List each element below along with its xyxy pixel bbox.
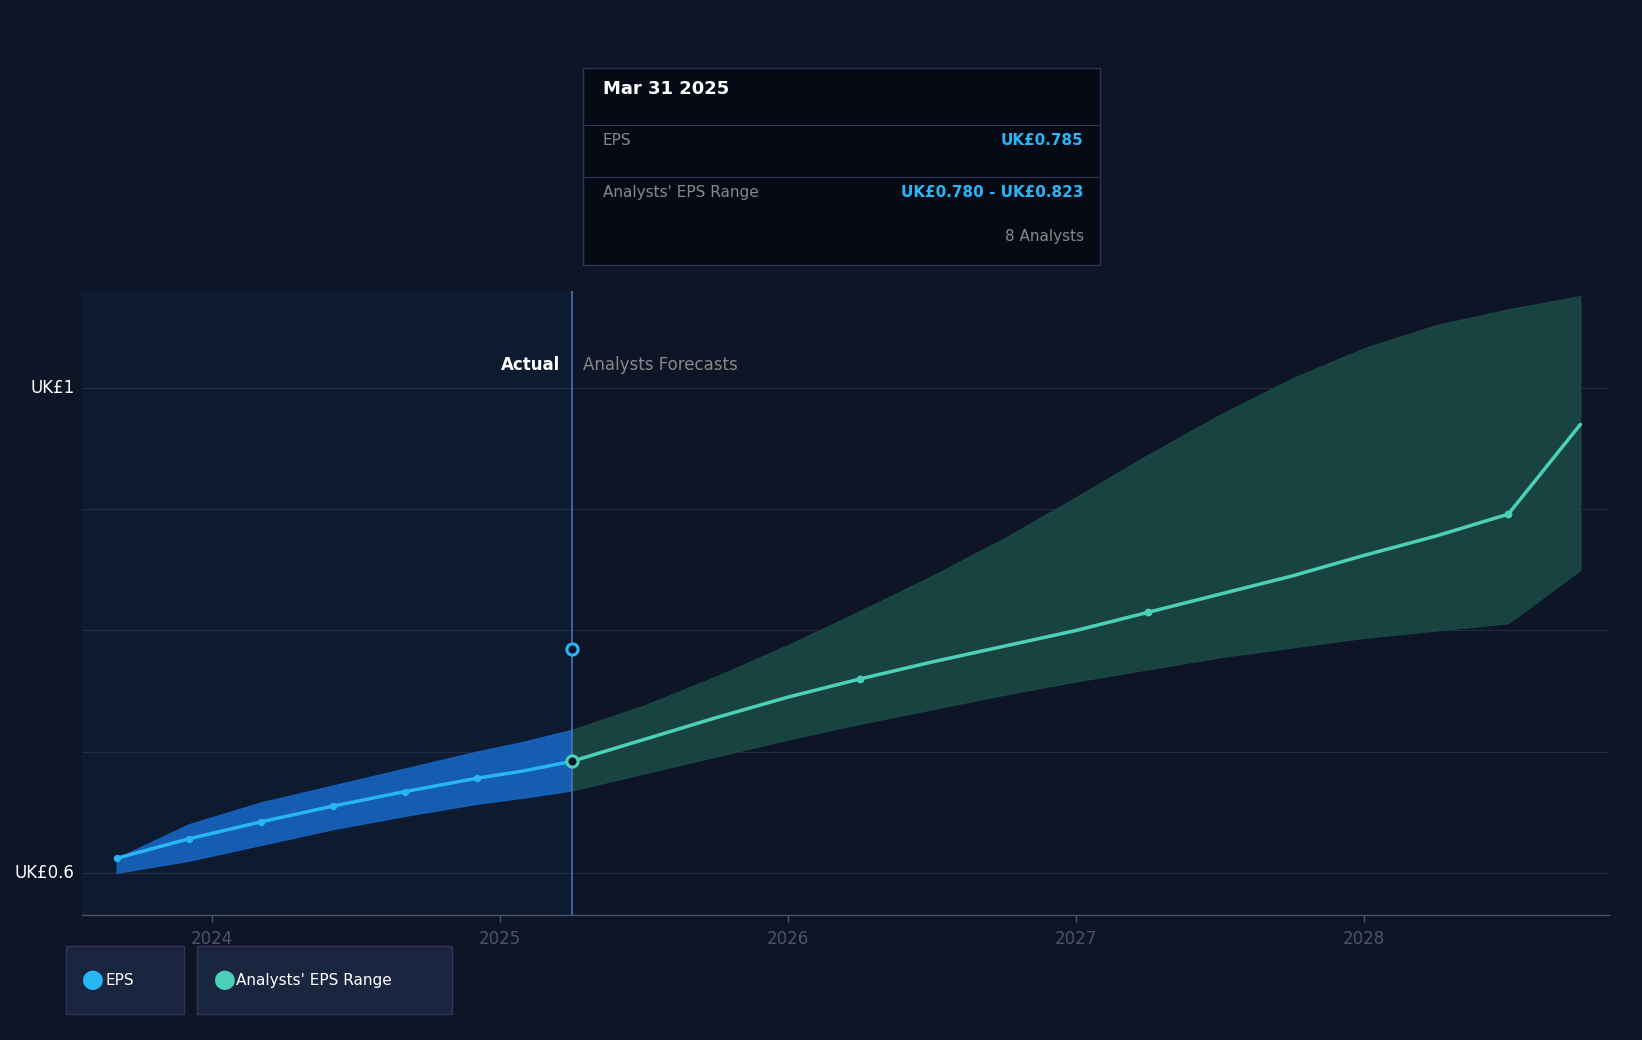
Text: ⬤: ⬤ [213, 970, 235, 990]
Text: UK£0.6: UK£0.6 [15, 864, 74, 882]
Text: Analysts Forecasts: Analysts Forecasts [583, 356, 739, 373]
Text: Mar 31 2025: Mar 31 2025 [603, 80, 729, 98]
Point [320, 798, 346, 814]
Point [248, 813, 274, 830]
Point [103, 850, 130, 866]
Text: Actual: Actual [501, 356, 560, 373]
Point [558, 641, 585, 657]
Point [463, 770, 489, 786]
Text: Analysts' EPS Range: Analysts' EPS Range [236, 972, 392, 988]
Point [558, 753, 585, 770]
Text: ⬤: ⬤ [82, 970, 103, 990]
Point [176, 831, 202, 848]
Text: EPS: EPS [603, 133, 631, 148]
Text: UK£0.780 - UK£0.823: UK£0.780 - UK£0.823 [901, 185, 1084, 200]
Text: UK£1: UK£1 [30, 380, 74, 397]
Point [1135, 604, 1161, 621]
Bar [82, 291, 571, 915]
Point [558, 753, 585, 770]
Text: Analysts' EPS Range: Analysts' EPS Range [603, 185, 759, 200]
Text: 8 Analysts: 8 Analysts [1005, 229, 1084, 243]
Point [1496, 505, 1522, 522]
Text: UK£0.785: UK£0.785 [1002, 133, 1084, 148]
Text: EPS: EPS [105, 972, 133, 988]
Point [392, 783, 419, 800]
Point [847, 671, 874, 687]
